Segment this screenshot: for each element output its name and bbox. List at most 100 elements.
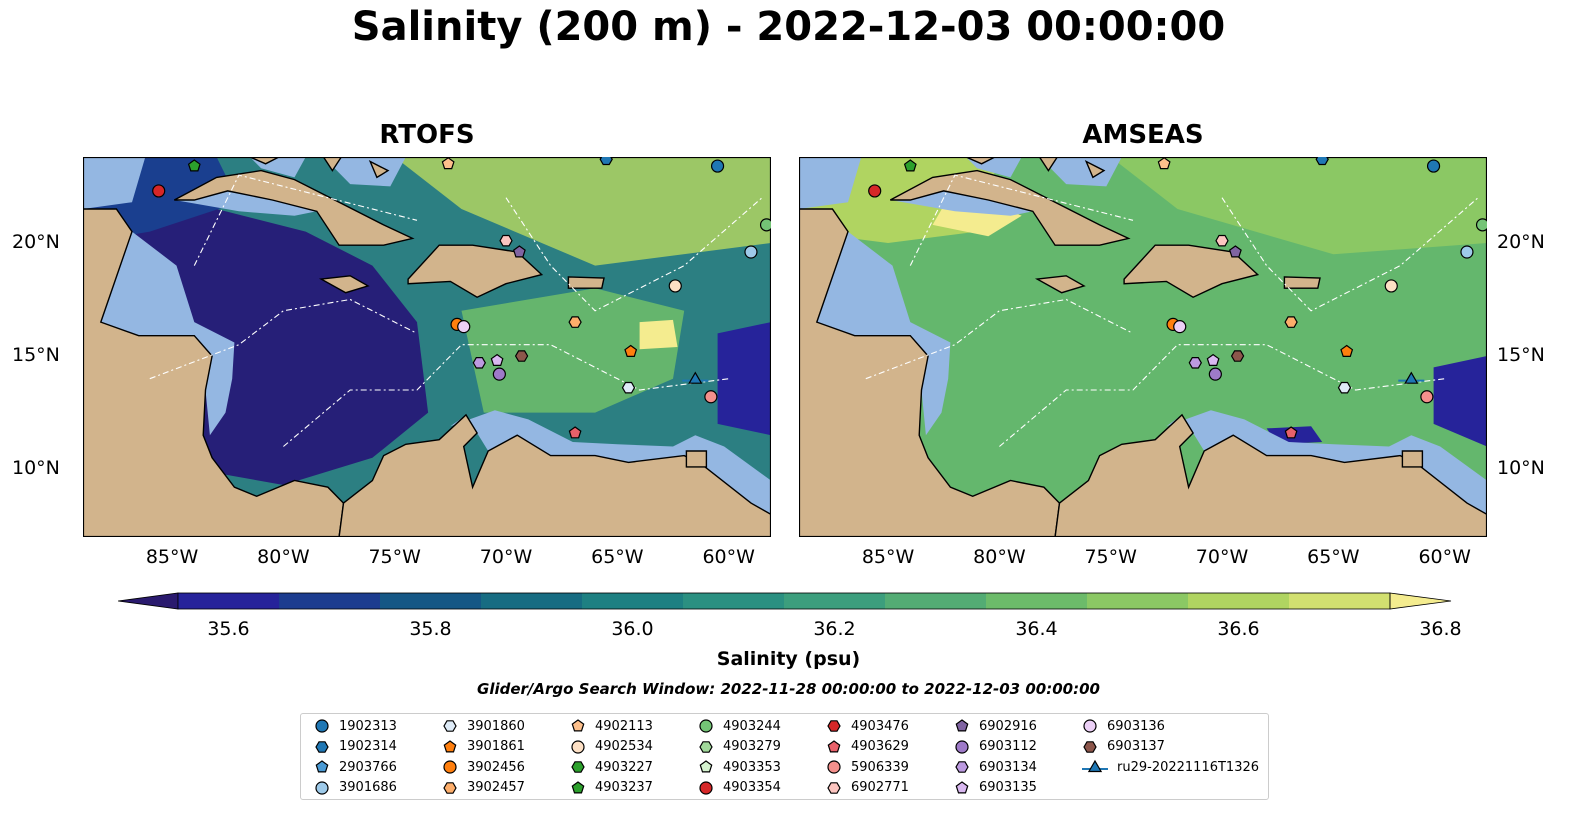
float-marker-6903134 (472, 357, 486, 369)
land-florida (965, 157, 996, 165)
legend-marker-icon (571, 781, 585, 794)
colorbar-segment (784, 593, 886, 609)
legend-item: 6903137 (1081, 737, 1259, 758)
colorbar-segment (582, 593, 684, 609)
colorbar-tick: 35.6 (207, 618, 250, 640)
legend-item: 3901861 (441, 737, 525, 758)
land-hispaniola (407, 244, 544, 298)
legend-marker-4903244 (699, 719, 713, 733)
legend-item: 6903136 (1081, 716, 1259, 737)
amseas-salinity-map[interactable] (799, 157, 1487, 537)
lat-tick-label-right: 10°N (1497, 457, 1545, 480)
colorbar-label: Salinity (psu) (716, 648, 861, 670)
colorbar-segment (279, 593, 381, 609)
float-marker-6902916 (1228, 245, 1242, 258)
land-bahamas2 (368, 160, 390, 179)
legend-marker-icon (699, 781, 713, 795)
legend-label: 1902314 (339, 739, 397, 755)
colorbar-segment (885, 593, 987, 609)
colorbar-tick: 36.0 (611, 618, 654, 640)
legend-marker-ru29-20221116T1326 (1087, 760, 1103, 773)
colorbar-tick: 36.4 (1015, 618, 1058, 640)
legend-label: 4903354 (723, 780, 781, 796)
map-frame (799, 157, 1487, 537)
legend-marker-4902113 (571, 719, 585, 732)
lat-tick-label-left: 15°N (12, 344, 60, 367)
legend-marker-icon (571, 719, 585, 732)
legend-column: 1902313 1902314 2903766 3901686 (313, 716, 397, 798)
legend-item: 4903227 (569, 757, 653, 778)
lat-tick-label-right: 15°N (1497, 344, 1545, 367)
float-marker-6903136 (1173, 320, 1187, 334)
float-marker-6903112 (492, 367, 506, 381)
legend-label: ru29-20221116T1326 (1117, 759, 1260, 775)
float-marker-4903237 (903, 159, 917, 172)
legend-marker-6902771 (827, 781, 841, 794)
float-marker-5906339 (704, 390, 718, 404)
legend-label: 4903237 (595, 780, 653, 796)
legend-item: 3901686 (313, 778, 397, 799)
legend-label: 6903135 (979, 780, 1037, 796)
legend-item: 4903476 (825, 716, 909, 737)
legend-marker-icon (955, 719, 969, 732)
legend-item: 4903629 (825, 737, 909, 758)
legend-marker-icon (1083, 719, 1097, 733)
float-marker-6902771 (1215, 234, 1229, 247)
legend-label: 6902916 (979, 718, 1037, 734)
legend-marker-icon (955, 761, 969, 774)
panel-title-amseas: AMSEAS (1082, 120, 1204, 150)
lon-tick-label: 75°W (368, 546, 421, 568)
colorbar-segment (1289, 593, 1391, 609)
float-marker-1902314 (599, 157, 613, 166)
float-marker-4903629 (1284, 426, 1298, 439)
legend-label: 4903476 (851, 718, 909, 734)
legend-label: 4902113 (595, 718, 653, 734)
lat-tick-label-right: 20°N (1497, 230, 1545, 253)
legend-marker-icon (1083, 740, 1097, 753)
search-window-caption: Glider/Argo Search Window: 2022-11-28 00… (477, 680, 1100, 698)
lon-tick-label: 60°W (1418, 546, 1471, 568)
float-marker-4903629 (568, 426, 582, 439)
legend-item: 1902314 (313, 737, 397, 758)
legend-label: 4903227 (595, 759, 653, 775)
legend-marker-icon (827, 781, 841, 794)
legend-marker-1902314 (315, 740, 329, 753)
legend-marker-icon (827, 740, 841, 753)
legend-marker-2903766 (315, 760, 329, 773)
legend-label: 3902456 (467, 759, 525, 775)
legend-marker-6903137 (1083, 740, 1097, 753)
legend-item: 6903112 (953, 737, 1037, 758)
legend-item: 6902916 (953, 716, 1037, 737)
rtofs-salinity-map[interactable] (83, 157, 771, 537)
legend-marker-4902534 (571, 740, 585, 754)
legend-marker-4903237 (571, 781, 585, 794)
colorbar-segment (178, 593, 280, 609)
legend-item: 3901860 (441, 716, 525, 737)
legend-marker-icon (699, 760, 713, 773)
float-marker-6903137 (1230, 350, 1245, 362)
float-marker-1902313 (710, 159, 725, 173)
legend-item: 4903353 (697, 757, 781, 778)
high-salinity-patch (639, 319, 678, 350)
legend-label: 4903279 (723, 739, 781, 755)
legend-marker-icon (315, 781, 329, 795)
colorbar-segment (986, 593, 1088, 609)
atlantic-field (394, 157, 771, 266)
legend-item: 4902534 (569, 737, 653, 758)
legend-item: 4903244 (697, 716, 781, 737)
shelf-area (1166, 410, 1487, 515)
legend-label: 3902457 (467, 780, 525, 796)
legend-item: 4903279 (697, 737, 781, 758)
legend-marker-4903279 (699, 740, 713, 753)
legend-marker-1902313 (315, 719, 329, 733)
atlantic-low-salinity (717, 322, 771, 436)
legend-marker-4903629 (827, 740, 841, 753)
legend-item: 4902113 (569, 716, 653, 737)
colorbar-tick: 36.6 (1217, 618, 1260, 640)
legend-marker-icon (1082, 760, 1108, 773)
maritime-boundary (1221, 197, 1479, 312)
land-trinidad (1401, 450, 1424, 468)
legend-label: 2903766 (339, 759, 397, 775)
legend-label: 3901686 (339, 780, 397, 796)
legend-marker-icon (955, 781, 969, 794)
